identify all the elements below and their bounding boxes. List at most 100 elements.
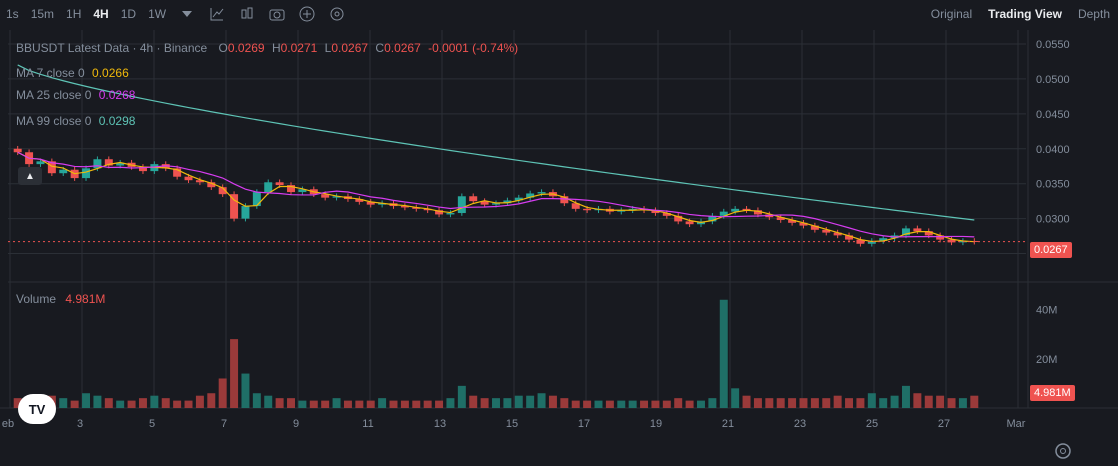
price-chart[interactable]: 0.0550 0.0500 0.0450 0.0400 0.0350 0.0300 0.02…: [0, 30, 1118, 432]
volume-bar: [446, 398, 455, 408]
volume-value: 4.981M: [65, 292, 106, 306]
legend-title: BBUSDT Latest Data · 4h · Binance: [16, 41, 208, 55]
candle-body: [526, 193, 535, 198]
candle-body: [93, 159, 102, 169]
candle-body: [742, 208, 751, 211]
candle-body: [184, 176, 193, 181]
time-tick-label: Mar: [1007, 418, 1026, 430]
candle-body: [241, 206, 250, 219]
time-tick-label: 23: [794, 418, 806, 430]
volume-bar: [469, 395, 478, 408]
candle-body: [867, 240, 876, 244]
volume-bar: [59, 398, 68, 408]
candle-body: [845, 235, 854, 240]
candle-body: [833, 232, 842, 236]
volume-bar: [503, 398, 512, 408]
chevron-down-icon[interactable]: [178, 5, 196, 23]
volume-bar: [628, 400, 637, 408]
interval-1s[interactable]: 1s: [6, 7, 19, 21]
volume-bar: [435, 400, 444, 408]
time-tick-label: 19: [650, 418, 662, 430]
candle-body: [173, 168, 182, 177]
chart-area[interactable]: 0.0550 0.0500 0.0450 0.0400 0.0350 0.0300 0.02…: [0, 30, 1118, 459]
candle-body: [332, 196, 341, 198]
candle-body: [492, 203, 500, 205]
volume-bar: [287, 398, 295, 408]
volume-bar: [161, 398, 170, 408]
candle-body: [378, 203, 387, 205]
candle-body: [116, 162, 125, 166]
interval-1h[interactable]: 1H: [66, 7, 82, 21]
volume-bar: [719, 299, 728, 408]
ma25-label: MA 25 close 0: [16, 88, 92, 102]
volume-bar: [810, 398, 819, 408]
view-original[interactable]: Original: [930, 7, 973, 21]
volume-bar: [423, 400, 432, 408]
view-trading-view[interactable]: Trading View: [988, 7, 1062, 21]
collapse-legend-button[interactable]: ▲: [18, 167, 42, 185]
volume-bar: [207, 393, 216, 408]
legend-main: BBUSDT Latest Data · 4h · Binance O0.026…: [16, 41, 518, 55]
legend-close: 0.0267: [384, 41, 421, 55]
candle-body: [822, 229, 831, 233]
volume-bar: [845, 398, 854, 408]
volume-bar: [571, 400, 580, 408]
volume-bar: [264, 395, 273, 408]
volume-bar: [355, 400, 364, 408]
volume-bar: [104, 398, 113, 408]
time-tick-label: 13: [434, 418, 446, 430]
add-icon[interactable]: [298, 5, 316, 23]
volume-bar: [548, 395, 557, 408]
candle-body: [435, 210, 444, 215]
candle-body: [753, 210, 762, 215]
candle-body: [366, 201, 375, 205]
ma99-value: 0.0298: [98, 114, 136, 128]
time-tick-label: 17: [578, 418, 590, 430]
candle-type-icon[interactable]: [238, 5, 256, 23]
camera-icon[interactable]: [268, 5, 286, 23]
volume-bar: [788, 398, 797, 408]
candle-body: [503, 200, 512, 204]
candle-body: [47, 161, 56, 174]
view-depth[interactable]: Depth: [1077, 7, 1110, 21]
volume-bar: [332, 398, 341, 408]
legend-volume: Volume 4.981M: [16, 292, 105, 306]
candle-body: [59, 169, 68, 174]
last-volume-badge: 4.981M: [1030, 385, 1075, 401]
volume-bar: [116, 400, 125, 408]
candle-body: [708, 215, 717, 222]
candle-body: [264, 182, 273, 193]
volume-bar: [195, 395, 204, 408]
time-tick-label: 7: [221, 418, 227, 430]
interval-4h[interactable]: 4H: [93, 7, 109, 21]
indicator-icon[interactable]: [208, 5, 226, 23]
volume-bar: [708, 398, 717, 408]
legend-ma25: MA 25 close 0 0.0268: [16, 88, 135, 102]
candle-body: [799, 222, 808, 226]
settings-icon[interactable]: [328, 5, 346, 23]
tradingview-logo[interactable]: TV: [18, 394, 56, 424]
candle-body: [776, 217, 785, 221]
candle-body: [275, 182, 284, 186]
time-tick-label: 27: [938, 418, 950, 430]
interval-1w[interactable]: 1W: [148, 7, 167, 21]
price-tick-label: 0.0550: [1036, 39, 1070, 51]
ma7-value: 0.0266: [92, 66, 129, 80]
volume-bar: [731, 388, 740, 408]
volume-bar: [776, 398, 785, 408]
volume-bar: [537, 393, 546, 408]
volume-bar: [674, 398, 683, 408]
candle-body: [571, 203, 580, 209]
interval-1d[interactable]: 1D: [120, 7, 137, 21]
volume-bar: [275, 398, 284, 408]
candle-body: [936, 235, 945, 240]
chart-settings-icon[interactable]: [1053, 441, 1073, 461]
time-tick-label: 21: [722, 418, 734, 430]
volume-bar: [662, 400, 671, 408]
interval-15m[interactable]: 15m: [30, 7, 55, 21]
ma99-line: [17, 64, 975, 221]
candle-body: [457, 196, 466, 214]
volume-label: Volume: [16, 292, 57, 306]
candle-body: [400, 206, 409, 208]
volume-bar: [697, 400, 705, 408]
